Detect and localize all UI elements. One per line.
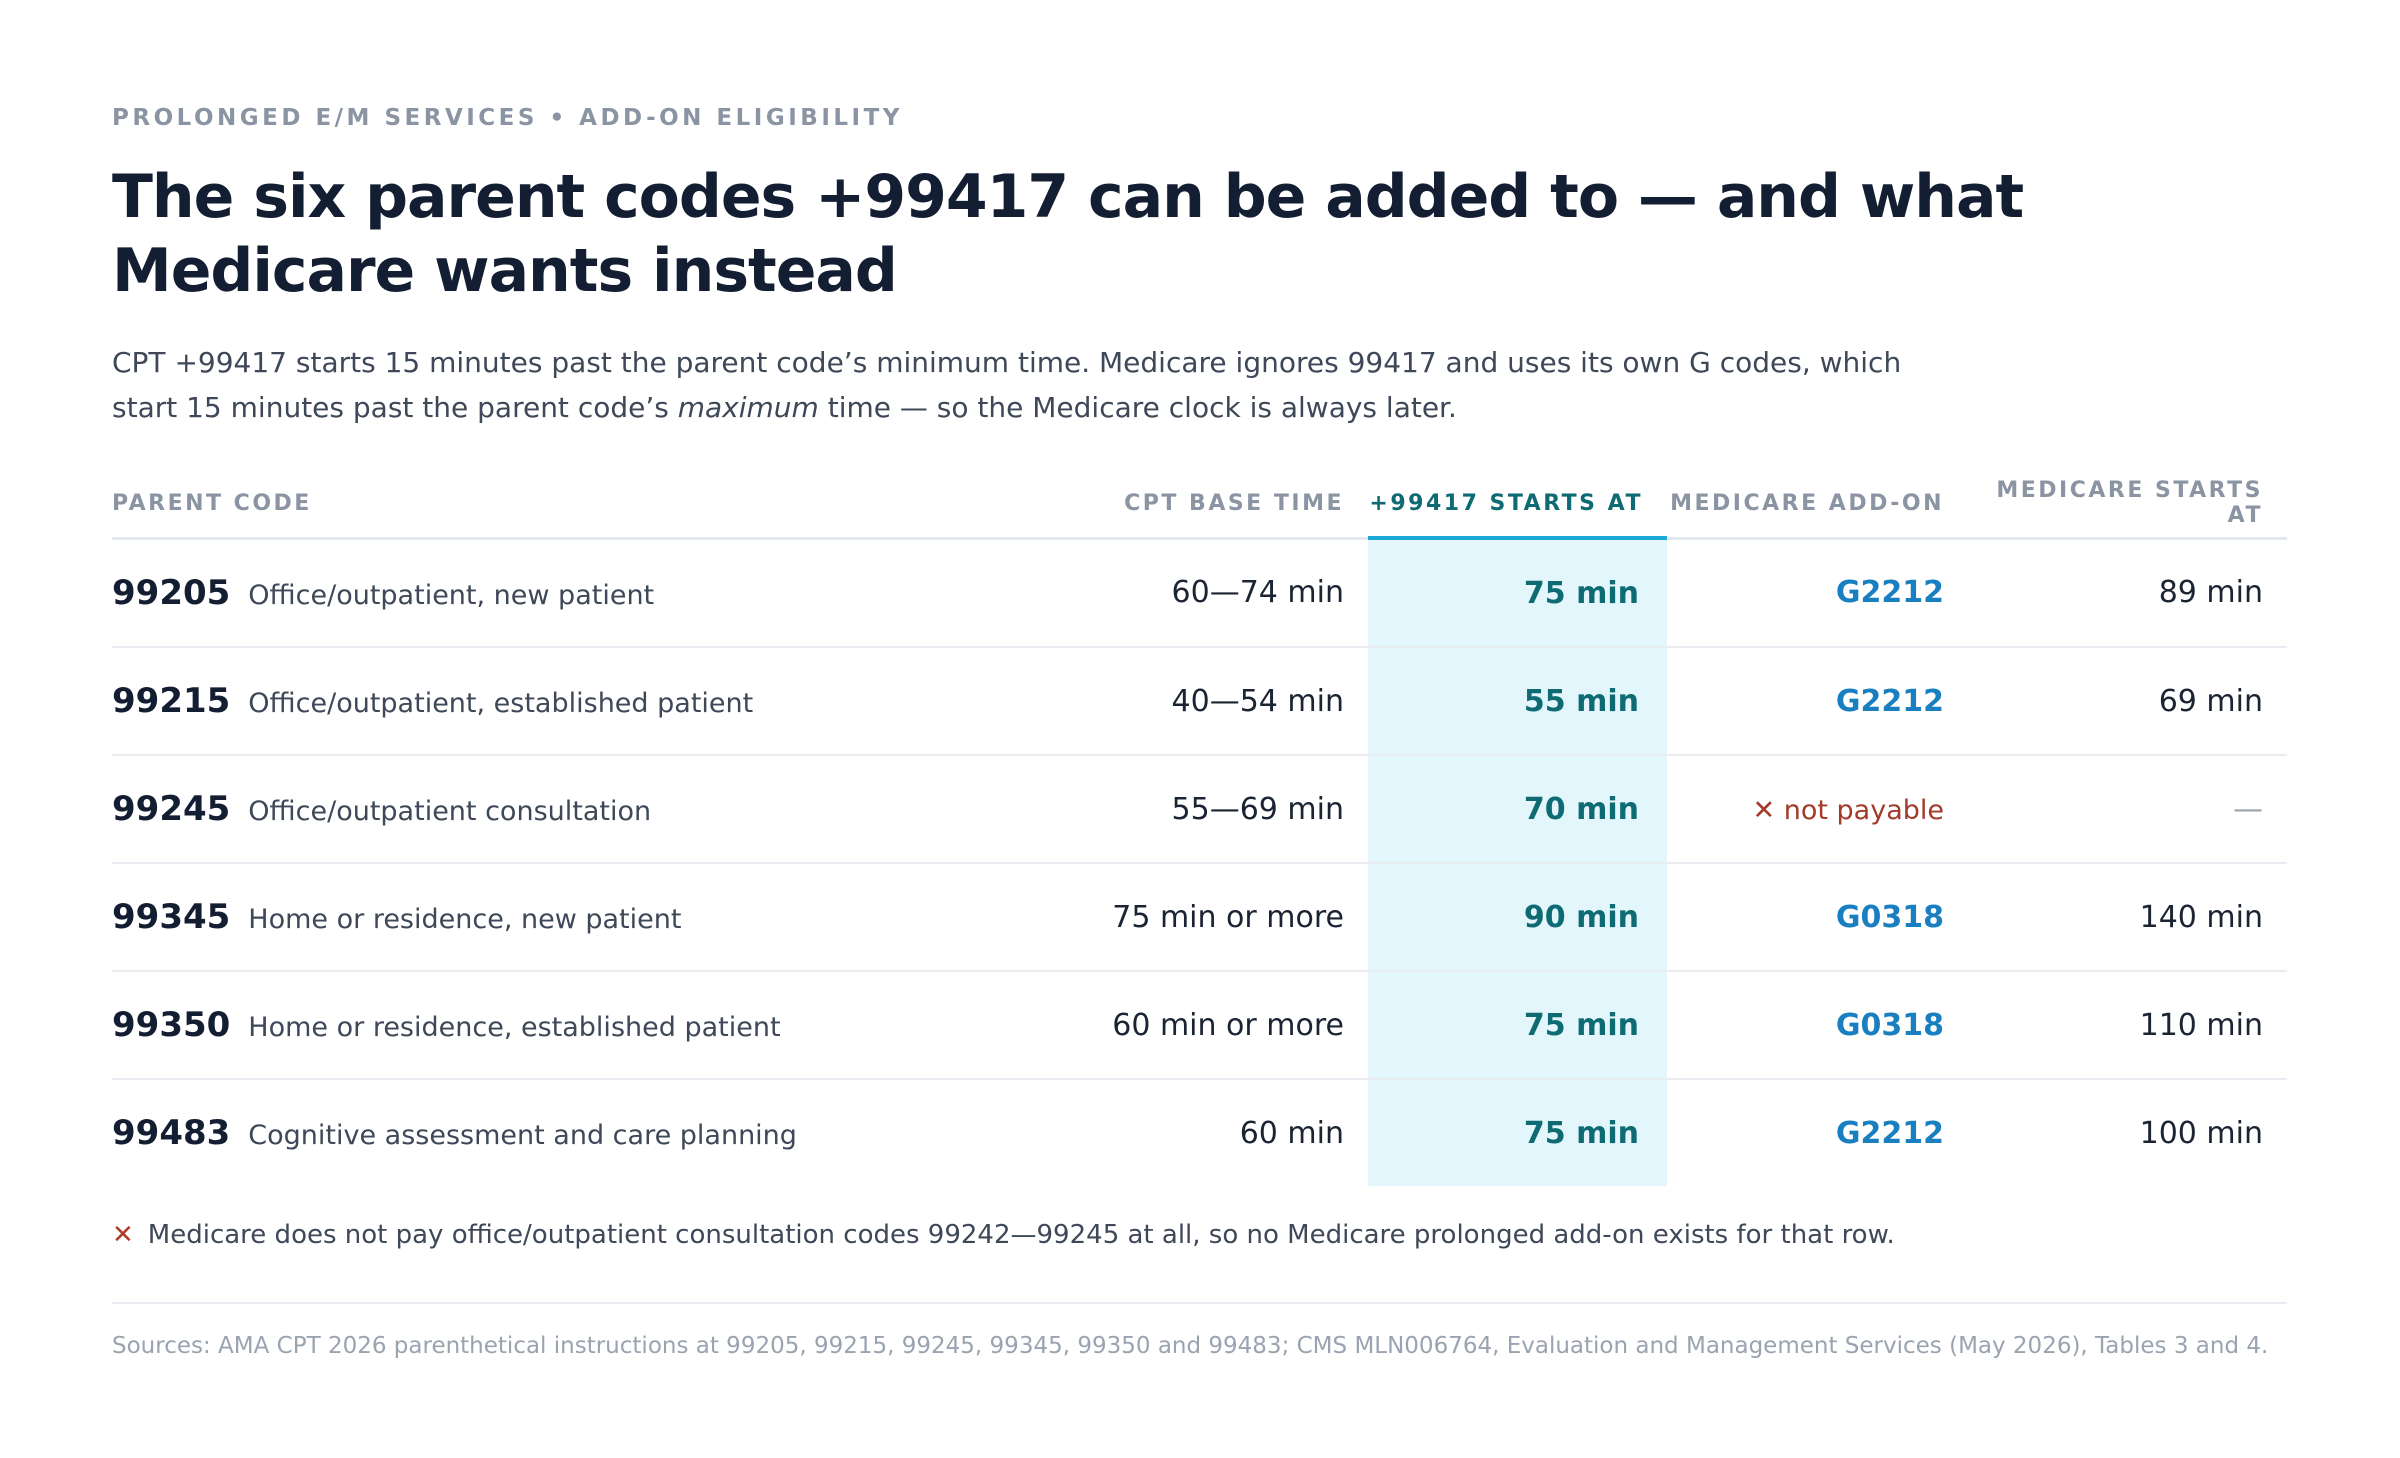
column-header: PARENT CODE	[112, 470, 1100, 540]
sources: Sources: AMA CPT 2026 parenthetical inst…	[112, 1333, 2269, 1359]
subtitle-emphasis: maximum	[677, 391, 819, 424]
table: PARENT CODE CPT BASE TIME +99417 STARTS AT…	[112, 470, 2287, 1186]
medicare-starts-at: 110 min	[1968, 971, 2287, 1080]
medicare-addon-cell: G0318	[1667, 863, 1968, 972]
medicare-addon: G2212	[1835, 575, 1944, 611]
medicare-addon-cell: G2212	[1667, 538, 1968, 648]
cross-icon: ✕	[112, 1220, 134, 1250]
base-time: 55—69 min	[1100, 755, 1368, 864]
parent-cell: 99350 Home or residence, established pati…	[112, 971, 1100, 1080]
table-row: 99483 Cognitive assessment and care plann…	[112, 1079, 2287, 1186]
parent-cell: 99205 Office/outpatient, new patient	[112, 538, 1100, 648]
description: Cognitive assessment and care planning	[248, 1120, 797, 1151]
medicare-addon: not payable	[1783, 794, 1944, 826]
footnote: ✕ Medicare does not pay office/outpatient…	[112, 1220, 1895, 1250]
subtitle: CPT +99417 starts 15 minutes past the pa…	[112, 340, 1962, 430]
medicare-addon: G2212	[1835, 683, 1944, 719]
table-row: 99205 Office/outpatient, new patient 60—74…	[112, 538, 2287, 648]
starts-at: 75 min	[1368, 1079, 1667, 1186]
parent-cell: 99245 Office/outpatient consultation	[112, 755, 1100, 864]
medicare-starts-at: 140 min	[1968, 863, 2287, 972]
kicker: PROLONGED E/M SERVICES • ADD-ON ELIGIBIL…	[112, 105, 903, 131]
medicare-starts-at: 89 min	[1968, 538, 2287, 648]
starts-at: 55 min	[1368, 647, 1667, 756]
parent-cell: 99345 Home or residence, new patient	[112, 863, 1100, 972]
table-body: 99205 Office/outpatient, new patient 60—74…	[112, 538, 2287, 1186]
description: Office/outpatient, established patient	[248, 688, 754, 719]
medicare-addon: G0318	[1835, 899, 1944, 935]
medicare-addon-cell: ✕ not payable	[1667, 755, 1968, 864]
table-row: 99350 Home or residence, established pati…	[112, 971, 2287, 1080]
base-time: 60—74 min	[1100, 538, 1368, 648]
subtitle-text: time — so the Medicare clock is always l…	[827, 391, 1457, 424]
divider	[112, 1302, 2287, 1304]
code: 99215	[112, 681, 231, 721]
table-row: 99215 Office/outpatient, established pati…	[112, 647, 2287, 756]
base-time: 60 min or more	[1100, 971, 1368, 1080]
code: 99245	[112, 789, 231, 829]
description: Office/outpatient, new patient	[248, 579, 655, 611]
column-header: +99417 STARTS AT	[1368, 470, 1667, 540]
medicare-addon: G2212	[1835, 1115, 1944, 1151]
medicare-starts-at: 100 min	[2139, 1115, 2263, 1151]
table-row: 99345 Home or residence, new patient 75 mi…	[112, 863, 2287, 972]
base-time: 40—54 min	[1100, 647, 1368, 756]
medicare-addon-cell: G0318	[1667, 971, 1968, 1080]
starts-at: 90 min	[1368, 863, 1667, 972]
medicare-addon: G0318	[1835, 1007, 1944, 1043]
table-row: 99245 Office/outpatient consultation 55—69…	[112, 755, 2287, 864]
code: 99345	[112, 897, 231, 937]
column-header: CPT BASE TIME	[1100, 470, 1368, 540]
starts-at: 75 min	[1368, 538, 1667, 648]
starts-at: 75 min	[1368, 971, 1667, 1080]
code: 99205	[112, 572, 231, 613]
code: 99483	[112, 1113, 231, 1153]
column-header: MEDICARE ADD-ON	[1667, 470, 1968, 540]
description: Office/outpatient consultation	[248, 796, 652, 827]
starts-at: 70 min	[1368, 755, 1667, 864]
parent-cell: 99483 Cognitive assessment and care plann…	[112, 1079, 1100, 1186]
code: 99350	[112, 1005, 231, 1045]
medicare-addon-cell: G2212	[1667, 1079, 1968, 1186]
base-time: 60 min	[1239, 1115, 1344, 1151]
not-payable: ✕ not payable	[1753, 795, 1944, 826]
medicare-starts-at: 69 min	[1968, 647, 2287, 756]
column-header: MEDICARE STARTS AT	[1968, 470, 2287, 540]
description: Home or residence, established patient	[248, 1012, 781, 1043]
cross-icon: ✕	[1752, 794, 1784, 826]
description: Home or residence, new patient	[248, 904, 682, 935]
header-row: PARENT CODE CPT BASE TIME +99417 STARTS AT…	[112, 470, 2287, 540]
subtitle-text: CPT +99417 starts 15 minutes past the pa…	[112, 346, 1902, 424]
base-time: 75 min or more	[1100, 863, 1368, 972]
footnote-text: Medicare does not pay office/outpatient …	[147, 1220, 1895, 1250]
medicare-addon-cell: G2212	[1667, 647, 1968, 756]
parent-cell: 99215 Office/outpatient, established pati…	[112, 647, 1100, 756]
medicare-starts-at: —	[1968, 755, 2287, 864]
title: The six parent codes +99417 can be added…	[112, 162, 2024, 306]
